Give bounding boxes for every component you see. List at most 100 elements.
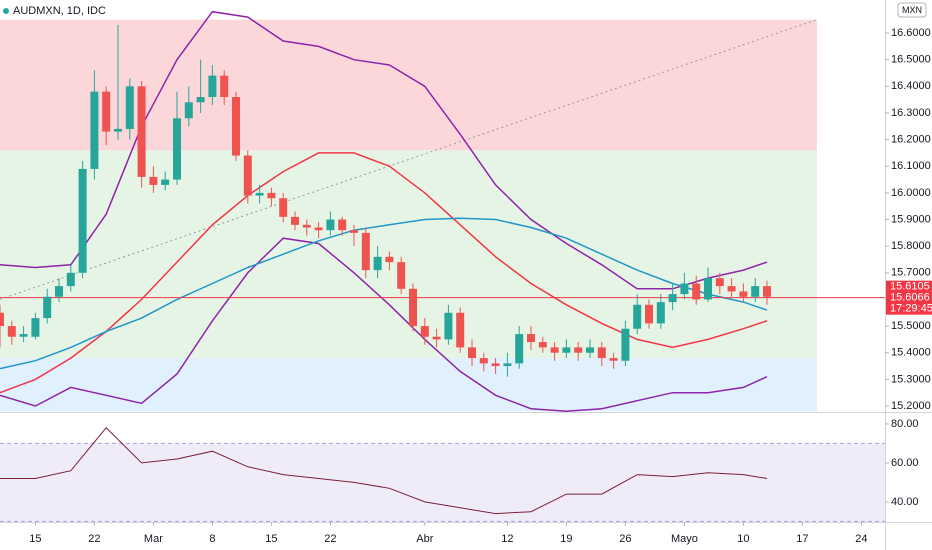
x-tick-label: Mar [144,533,163,545]
candle-body [527,334,535,343]
candle-body [78,168,87,273]
candle-body [397,262,406,289]
x-tick-label: 17 [796,533,808,545]
candle-body [597,347,606,359]
candle-body [515,334,524,364]
candle-body [739,291,748,297]
candle-body [31,318,40,337]
candle-body [338,219,347,231]
x-tick-label: 26 [619,533,631,545]
candle-body [409,288,417,327]
candle-body [727,286,736,292]
y-tick-label: 16.4000 [891,80,931,92]
candle-body [184,102,193,119]
candle-body [90,91,99,169]
candle-body [385,256,394,263]
candle-body [503,363,512,367]
x-tick-label: 8 [209,533,215,545]
rsi-line [0,427,768,515]
candle-body [373,256,382,271]
candle-body [420,326,429,337]
price-tag-box [886,280,932,293]
candle-body [137,86,146,177]
y-tick-label: 16.6000 [891,27,931,39]
candle-body [468,347,476,359]
candle-body [645,304,653,324]
candle-body [0,312,4,327]
y-tick-label: 16.5000 [891,54,931,66]
y-tick-label: 15.7000 [891,267,931,279]
countdown-label: 17:29:45 [890,303,932,315]
indicator-line [0,217,768,370]
y-tick-label: 16.1000 [891,160,931,172]
candle-body [562,347,571,353]
candle-body [267,192,276,199]
candle-body [255,192,264,196]
candle-body [668,294,677,303]
y-tick-label: 16.3000 [891,107,931,119]
candle-body [19,334,28,337]
x-tick-label: 15 [265,533,277,545]
candle-body [302,224,311,228]
candle-body [656,302,665,324]
candle-body [291,216,299,225]
candle-body [102,91,111,132]
price-zone [0,19,817,151]
candle-body [55,286,63,297]
y-tick-label: 15.9000 [891,213,931,225]
candle-body [550,347,559,353]
candle-body [538,342,547,348]
x-tick-label: 15 [29,533,41,545]
x-tick-label: 19 [560,533,572,545]
y-tick-label: 60.00 [891,457,919,469]
y-tick-label: 16.0000 [891,187,931,199]
x-tick-label: 22 [324,533,336,545]
y-tick-label: 80.00 [891,418,919,430]
currency-badge[interactable] [897,2,927,18]
candle-body [361,232,370,271]
candle-body [114,128,122,132]
price-tag-label: 15.6066 [890,292,930,304]
candle-body [456,312,465,348]
candle-body [715,278,724,287]
x-tick-label: 22 [88,533,100,545]
currency-label: MXN [902,5,922,15]
indicator-line [0,10,768,290]
candle-body [66,272,75,287]
candle-body [196,96,205,103]
candle-body [350,230,358,233]
y-tick-label: 40.00 [891,496,919,508]
candle-body [161,179,170,185]
candle-body [279,198,288,217]
trend-line [0,19,817,300]
candle-body [491,363,500,367]
candle-body [680,283,689,295]
y-tick-label: 15.3000 [891,373,931,385]
candle-body [751,286,760,297]
candle-body [479,358,488,364]
x-tick-label: Abr [416,533,433,545]
candle-body [609,358,618,361]
price-zone [0,358,817,412]
candle-body [763,286,771,297]
candle-body [704,278,712,300]
candle-body [208,75,217,97]
candle-body [444,312,453,340]
candle-body [586,347,594,353]
x-tick-label: 10 [737,533,749,545]
candle-body [7,326,16,337]
candle-body [432,336,441,340]
candle-body [232,96,240,156]
chart-title: AUDMXN, 1D, IDC [13,5,106,17]
indicator-line [0,237,768,413]
x-tick-label: 24 [855,533,867,545]
candle-body [574,347,583,353]
x-tick-label: 12 [501,533,513,545]
y-tick-label: 15.5000 [891,320,931,332]
candle-body [621,328,630,361]
candle-body [314,227,323,231]
candle-body [692,283,701,300]
